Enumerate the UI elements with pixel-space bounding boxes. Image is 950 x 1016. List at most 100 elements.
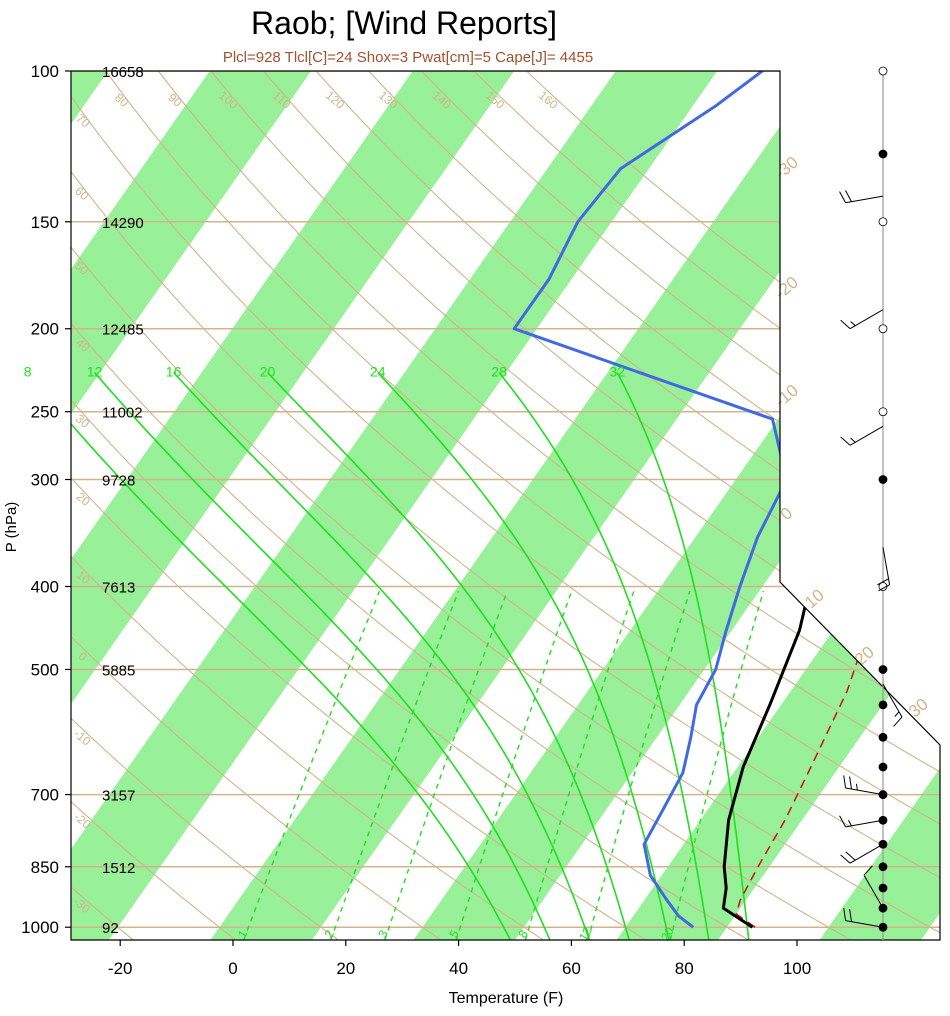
moist-adiabat-line <box>173 371 591 940</box>
dry-adiabat-label: 20 <box>74 489 93 509</box>
dry-adiabat-line <box>71 71 749 940</box>
wind-barb-flag <box>894 711 900 717</box>
dry-adiabat-line <box>71 71 940 940</box>
height-label: 12485 <box>102 322 144 339</box>
x-tick-label: 100 <box>783 959 811 978</box>
mixing-ratio-line <box>455 590 573 940</box>
height-label: 5885 <box>102 662 135 679</box>
wind-report-dot <box>878 883 888 893</box>
wind-barb <box>882 547 891 585</box>
dry-adiabat-line <box>105 71 940 940</box>
isotherm-band <box>819 71 940 940</box>
moist-adiabat-label: 32 <box>609 364 625 380</box>
isotherm-label: 30 <box>905 694 932 721</box>
x-tick-label: -20 <box>108 959 133 978</box>
dry-adiabat-label: 80 <box>112 90 131 110</box>
height-label: 92 <box>102 920 119 937</box>
dry-adiabat-line <box>71 71 339 940</box>
dry-adiabat-line <box>263 71 940 940</box>
height-label: 3157 <box>102 788 135 805</box>
isotherm-band <box>616 71 940 940</box>
x-tick-label: 80 <box>675 959 694 978</box>
wind-barb-flag <box>850 437 856 443</box>
dry-adiabat-line <box>71 71 852 940</box>
wind-report-dot <box>878 700 888 710</box>
wind-report-dot <box>878 407 888 417</box>
dry-adiabat-line <box>210 71 940 940</box>
mixing-ratio-label: 20 <box>658 924 677 943</box>
dry-adiabat-label: 90 <box>165 90 184 110</box>
isotherm-label: -10 <box>771 381 802 411</box>
mixing-ratio-line <box>384 590 508 940</box>
dry-adiabat-label: 160 <box>536 88 561 112</box>
y-tick-label: 250 <box>31 403 59 422</box>
chart-title: Raob; [Wind Reports] <box>251 5 557 41</box>
wind-barb <box>863 874 884 909</box>
isotherm-band <box>413 71 940 940</box>
wind-barb-flag <box>863 865 873 876</box>
wind-barb-flag <box>840 319 851 330</box>
wind-report-dot <box>878 665 888 674</box>
dewpoint-trace <box>512 71 789 929</box>
plot-frame <box>70 70 941 941</box>
wind-report-dot <box>878 862 888 872</box>
dry-adiabat-line <box>71 71 940 940</box>
height-label: 14290 <box>102 215 144 232</box>
x-tick-label: 60 <box>562 959 581 978</box>
wind-barb-flag <box>845 190 852 202</box>
x-tick-label: 0 <box>228 959 237 978</box>
wind-barb-flag <box>843 775 847 789</box>
y-tick-label: 300 <box>31 471 59 490</box>
height-label: 11002 <box>102 405 143 422</box>
dry-adiabat-label: 120 <box>323 88 348 112</box>
wind-barb <box>845 819 884 828</box>
mixing-ratio-line <box>669 590 765 940</box>
y-tick-label: 200 <box>31 320 59 339</box>
x-tick-label: 40 <box>449 959 468 978</box>
y-tick-label: 150 <box>31 213 59 232</box>
wind-report-dot <box>878 324 888 334</box>
moist-adiabat-line <box>498 372 710 940</box>
y-tick-label: 400 <box>31 577 59 596</box>
wind-barb-flag <box>839 815 847 828</box>
wind-barb <box>849 309 884 330</box>
wind-report-dot <box>878 217 888 227</box>
height-label: 1512 <box>102 860 135 877</box>
mixing-ratio-line <box>243 590 381 940</box>
moist-adiabat-line <box>71 371 512 940</box>
wind-column <box>839 66 903 940</box>
isotherm-band <box>71 71 312 940</box>
y-axis-label: P (hPa) <box>3 502 20 553</box>
moist-adiabat-line <box>93 371 551 940</box>
wind-barb <box>849 425 884 446</box>
wind-report-dot <box>878 475 888 484</box>
wind-barb-flag <box>855 783 858 791</box>
moist-adiabat-line <box>616 372 750 940</box>
moist-adiabat-label: 16 <box>166 364 182 380</box>
moist-adiabat-label: 12 <box>87 364 103 380</box>
mixing-ratio-line <box>330 590 460 940</box>
dry-adiabat-label: 60 <box>72 184 91 204</box>
moist-adiabat-label: 20 <box>260 364 276 380</box>
dry-adiabat-line <box>71 71 544 940</box>
wind-barb-flag <box>850 321 856 327</box>
moist-adiabat-line <box>266 371 630 940</box>
mixing-ratio-line <box>524 590 635 940</box>
wind-barb-flag <box>877 578 889 586</box>
wind-barb-flag <box>849 909 852 922</box>
height-label: 7613 <box>102 579 135 596</box>
y-tick-label: 1000 <box>21 918 59 937</box>
wind-report-dot <box>878 149 888 159</box>
wind-report-dot <box>878 762 888 772</box>
wind-barb-flag <box>893 716 903 727</box>
plot-border <box>70 70 941 941</box>
x-tick-label: 20 <box>336 959 355 978</box>
height-label: 9728 <box>102 473 135 490</box>
dry-adiabat-line <box>71 71 442 940</box>
moist-adiabat-label: 8 <box>24 364 32 380</box>
wind-barb-flag <box>840 436 851 446</box>
isotherm-band <box>210 71 921 940</box>
moist-adiabat-label: 24 <box>370 364 386 380</box>
wind-barb <box>849 843 884 864</box>
